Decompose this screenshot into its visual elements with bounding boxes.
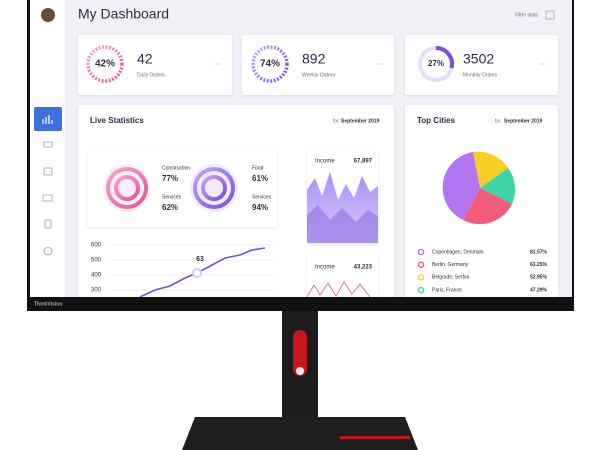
income-value: 67,897 [354, 159, 373, 165]
title: My Dashboard [78, 6, 169, 22]
ring [201, 175, 227, 201]
ring-label: Services [252, 194, 272, 200]
ring-value: 77% [162, 174, 178, 183]
city-value: 63.25% [530, 262, 548, 268]
cities-list: Copenhagen, Denmark 81.57% Berlin, Germany… [417, 248, 548, 294]
stand-hole [296, 367, 304, 375]
live-title: Live Statistics [90, 116, 144, 125]
period[interactable]: September 2019 [341, 118, 380, 124]
stat-value: 892 [302, 51, 326, 67]
period-prefix: for [333, 118, 339, 124]
ring [106, 167, 148, 209]
stat-value: 42 [137, 51, 153, 67]
city-dot [417, 248, 425, 256]
avatar[interactable] [41, 8, 55, 22]
sidebar [30, 0, 65, 297]
nav-icon [42, 115, 53, 124]
pie-slice [480, 168, 516, 204]
income-card [307, 255, 378, 297]
pie-slice [463, 188, 512, 225]
cities-title: Top Cities [417, 116, 456, 125]
income-area [307, 205, 378, 243]
y-tick-label: 300 [91, 288, 102, 294]
ring-value: 61% [252, 174, 268, 183]
city-value: 81.57% [530, 249, 548, 255]
ring-value: 94% [252, 203, 268, 212]
stat-label: Weekly Orders [302, 72, 335, 78]
y-tick-label: 400 [91, 273, 102, 279]
base-accent [340, 436, 410, 439]
ring-label: Services [162, 194, 182, 200]
point-marker[interactable] [192, 268, 202, 278]
pie-slice [442, 152, 480, 220]
nav-icons[interactable] [42, 141, 53, 256]
stat-card [242, 35, 394, 95]
stat-percent: 42% [95, 59, 115, 70]
ring [193, 167, 235, 209]
income-value: 43,223 [354, 265, 373, 271]
stat-ring-arc [435, 46, 454, 69]
y-tick-label: 600 [91, 243, 102, 249]
stat-label: Monthly Orders [463, 72, 498, 78]
income-label: Income [315, 159, 335, 165]
live-line [139, 247, 266, 297]
ring-bg [103, 164, 151, 212]
city-value: 47.29% [530, 287, 548, 293]
city-dot [417, 286, 425, 294]
ring-value: 62% [162, 203, 178, 212]
ring-bg [190, 164, 238, 212]
filter-link[interactable]: Filter stats [515, 12, 539, 18]
filter-icon[interactable] [545, 10, 555, 20]
income-line [306, 281, 371, 297]
income-label: Income [315, 265, 335, 271]
city-name: Berlin, Germany [432, 262, 469, 268]
point-label: 63 [196, 256, 204, 263]
stand-accent [293, 330, 307, 376]
stat-value: 3502 [463, 51, 494, 67]
card-menus[interactable] [214, 63, 546, 65]
stat-percent: 74% [260, 59, 280, 70]
ring-label: Construction [162, 165, 190, 171]
city-name: Paris, France [432, 287, 462, 293]
period-prefix: for [495, 118, 501, 124]
stat-percent: 27% [428, 59, 444, 68]
stat-ring [86, 45, 124, 83]
stat-ring [251, 45, 289, 83]
screen: My Dashboard Filter stats 42% 74% 27% 42… [30, 0, 572, 297]
city-name: Belgrade, Serbia [432, 275, 469, 281]
stat-label: Daily Orders [137, 72, 165, 78]
city-dot [417, 274, 425, 281]
stand-base [182, 417, 418, 450]
nav-active[interactable] [34, 107, 62, 131]
city-name: Copenhagen, Denmark [432, 249, 484, 255]
y-tick-label: 500 [91, 258, 102, 264]
city-dot [417, 261, 425, 269]
ring [114, 175, 140, 201]
pie-slice [473, 151, 508, 188]
brand: ThinkVision [34, 301, 62, 307]
ring-label: Food [252, 165, 264, 171]
period[interactable]: September 2019 [504, 118, 543, 124]
city-value: 52.95% [530, 275, 548, 281]
